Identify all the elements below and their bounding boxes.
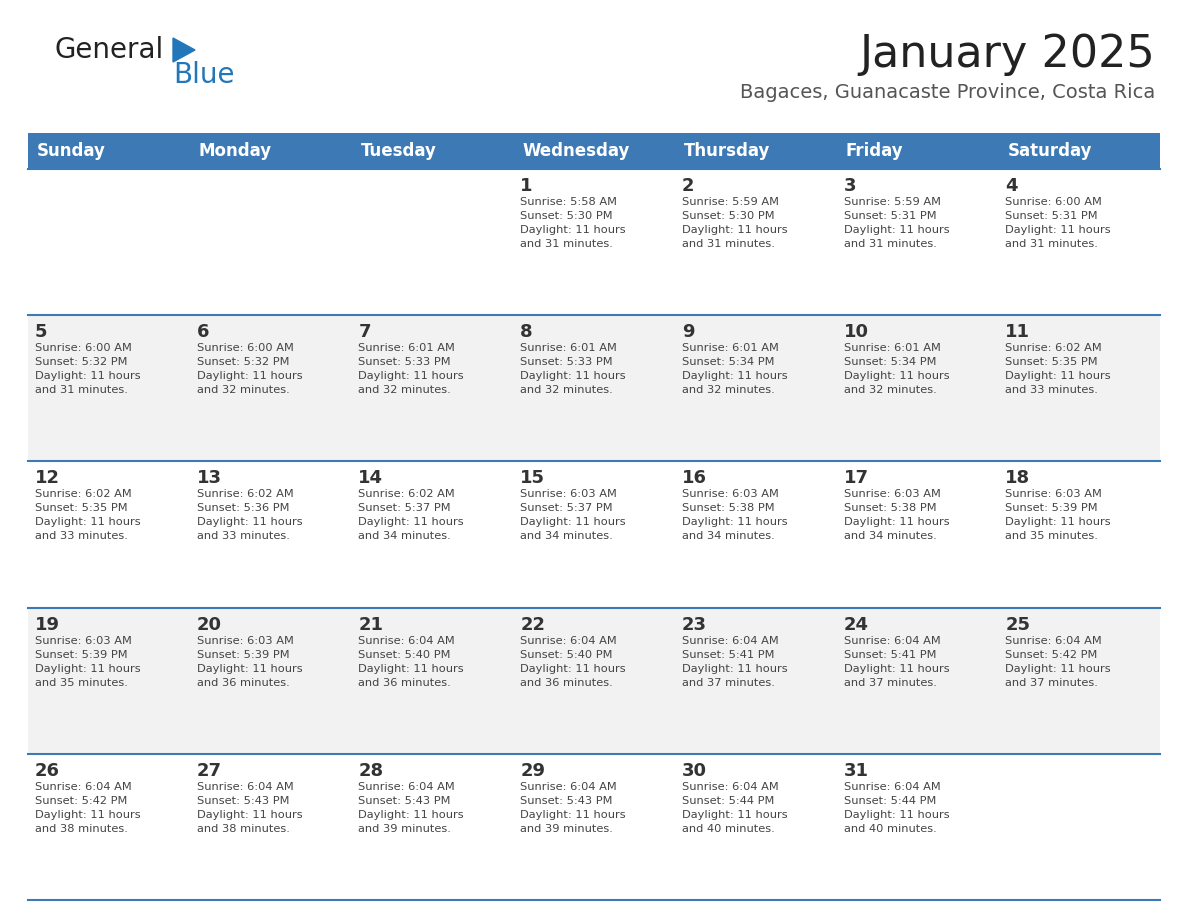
Text: Thursday: Thursday [684,142,770,160]
Text: Saturday: Saturday [1007,142,1092,160]
Text: 11: 11 [1005,323,1030,341]
Text: Tuesday: Tuesday [360,142,436,160]
Text: 8: 8 [520,323,532,341]
Text: Monday: Monday [198,142,272,160]
Text: Sunrise: 6:03 AM
Sunset: 5:38 PM
Daylight: 11 hours
and 34 minutes.: Sunrise: 6:03 AM Sunset: 5:38 PM Dayligh… [843,489,949,542]
Text: 5: 5 [34,323,48,341]
Text: January 2025: January 2025 [859,33,1155,76]
Text: 26: 26 [34,762,61,779]
Text: Sunrise: 6:02 AM
Sunset: 5:35 PM
Daylight: 11 hours
and 33 minutes.: Sunrise: 6:02 AM Sunset: 5:35 PM Dayligh… [34,489,140,542]
Bar [29,608,1159,754]
Text: 28: 28 [359,762,384,779]
Text: Blue: Blue [173,61,234,89]
Text: Sunrise: 6:04 AM
Sunset: 5:41 PM
Daylight: 11 hours
and 37 minutes.: Sunrise: 6:04 AM Sunset: 5:41 PM Dayligh… [682,635,788,688]
Bar [29,754,1159,900]
Bar [29,133,1159,169]
Text: General: General [55,36,164,64]
Text: Sunrise: 6:03 AM
Sunset: 5:37 PM
Daylight: 11 hours
and 34 minutes.: Sunrise: 6:03 AM Sunset: 5:37 PM Dayligh… [520,489,626,542]
Text: Sunrise: 6:03 AM
Sunset: 5:39 PM
Daylight: 11 hours
and 35 minutes.: Sunrise: 6:03 AM Sunset: 5:39 PM Dayligh… [34,635,140,688]
Text: 22: 22 [520,616,545,633]
Bar [29,169,1159,315]
Text: 4: 4 [1005,177,1018,195]
Text: 14: 14 [359,469,384,487]
Text: Sunrise: 6:02 AM
Sunset: 5:35 PM
Daylight: 11 hours
and 33 minutes.: Sunrise: 6:02 AM Sunset: 5:35 PM Dayligh… [1005,343,1111,396]
Text: Bagaces, Guanacaste Province, Costa Rica: Bagaces, Guanacaste Province, Costa Rica [740,83,1155,102]
Text: Sunrise: 6:03 AM
Sunset: 5:39 PM
Daylight: 11 hours
and 36 minutes.: Sunrise: 6:03 AM Sunset: 5:39 PM Dayligh… [197,635,302,688]
Text: 18: 18 [1005,469,1030,487]
Text: Sunday: Sunday [37,142,106,160]
Text: 24: 24 [843,616,868,633]
Text: 20: 20 [197,616,222,633]
Text: Sunrise: 6:03 AM
Sunset: 5:38 PM
Daylight: 11 hours
and 34 minutes.: Sunrise: 6:03 AM Sunset: 5:38 PM Dayligh… [682,489,788,542]
Text: Sunrise: 6:04 AM
Sunset: 5:42 PM
Daylight: 11 hours
and 37 minutes.: Sunrise: 6:04 AM Sunset: 5:42 PM Dayligh… [1005,635,1111,688]
Text: Sunrise: 6:01 AM
Sunset: 5:33 PM
Daylight: 11 hours
and 32 minutes.: Sunrise: 6:01 AM Sunset: 5:33 PM Dayligh… [520,343,626,396]
Text: 9: 9 [682,323,694,341]
Text: Sunrise: 5:59 AM
Sunset: 5:31 PM
Daylight: 11 hours
and 31 minutes.: Sunrise: 5:59 AM Sunset: 5:31 PM Dayligh… [843,197,949,249]
Text: 6: 6 [197,323,209,341]
Text: Sunrise: 6:01 AM
Sunset: 5:33 PM
Daylight: 11 hours
and 32 minutes.: Sunrise: 6:01 AM Sunset: 5:33 PM Dayligh… [359,343,465,396]
Text: 2: 2 [682,177,694,195]
Text: Sunrise: 6:02 AM
Sunset: 5:37 PM
Daylight: 11 hours
and 34 minutes.: Sunrise: 6:02 AM Sunset: 5:37 PM Dayligh… [359,489,465,542]
Text: Sunrise: 6:04 AM
Sunset: 5:43 PM
Daylight: 11 hours
and 39 minutes.: Sunrise: 6:04 AM Sunset: 5:43 PM Dayligh… [359,782,465,834]
Text: Sunrise: 6:04 AM
Sunset: 5:40 PM
Daylight: 11 hours
and 36 minutes.: Sunrise: 6:04 AM Sunset: 5:40 PM Dayligh… [520,635,626,688]
Text: 27: 27 [197,762,222,779]
Text: Sunrise: 6:00 AM
Sunset: 5:32 PM
Daylight: 11 hours
and 32 minutes.: Sunrise: 6:00 AM Sunset: 5:32 PM Dayligh… [197,343,302,396]
Text: 16: 16 [682,469,707,487]
Text: 19: 19 [34,616,61,633]
Text: Sunrise: 6:04 AM
Sunset: 5:43 PM
Daylight: 11 hours
and 39 minutes.: Sunrise: 6:04 AM Sunset: 5:43 PM Dayligh… [520,782,626,834]
Text: Sunrise: 6:01 AM
Sunset: 5:34 PM
Daylight: 11 hours
and 32 minutes.: Sunrise: 6:01 AM Sunset: 5:34 PM Dayligh… [682,343,788,396]
Text: Friday: Friday [846,142,903,160]
Text: Sunrise: 6:04 AM
Sunset: 5:43 PM
Daylight: 11 hours
and 38 minutes.: Sunrise: 6:04 AM Sunset: 5:43 PM Dayligh… [197,782,302,834]
Text: Sunrise: 6:04 AM
Sunset: 5:42 PM
Daylight: 11 hours
and 38 minutes.: Sunrise: 6:04 AM Sunset: 5:42 PM Dayligh… [34,782,140,834]
Text: 25: 25 [1005,616,1030,633]
Text: 23: 23 [682,616,707,633]
Text: Sunrise: 6:04 AM
Sunset: 5:41 PM
Daylight: 11 hours
and 37 minutes.: Sunrise: 6:04 AM Sunset: 5:41 PM Dayligh… [843,635,949,688]
Text: Sunrise: 6:03 AM
Sunset: 5:39 PM
Daylight: 11 hours
and 35 minutes.: Sunrise: 6:03 AM Sunset: 5:39 PM Dayligh… [1005,489,1111,542]
Text: 12: 12 [34,469,61,487]
Text: Sunrise: 6:00 AM
Sunset: 5:31 PM
Daylight: 11 hours
and 31 minutes.: Sunrise: 6:00 AM Sunset: 5:31 PM Dayligh… [1005,197,1111,249]
Text: Sunrise: 6:04 AM
Sunset: 5:44 PM
Daylight: 11 hours
and 40 minutes.: Sunrise: 6:04 AM Sunset: 5:44 PM Dayligh… [682,782,788,834]
Text: 13: 13 [197,469,222,487]
Polygon shape [173,38,195,62]
Bar [29,315,1159,462]
Text: Sunrise: 5:58 AM
Sunset: 5:30 PM
Daylight: 11 hours
and 31 minutes.: Sunrise: 5:58 AM Sunset: 5:30 PM Dayligh… [520,197,626,249]
Text: Sunrise: 6:04 AM
Sunset: 5:44 PM
Daylight: 11 hours
and 40 minutes.: Sunrise: 6:04 AM Sunset: 5:44 PM Dayligh… [843,782,949,834]
Bar [29,462,1159,608]
Text: 29: 29 [520,762,545,779]
Text: 21: 21 [359,616,384,633]
Text: Sunrise: 6:01 AM
Sunset: 5:34 PM
Daylight: 11 hours
and 32 minutes.: Sunrise: 6:01 AM Sunset: 5:34 PM Dayligh… [843,343,949,396]
Text: Sunrise: 6:02 AM
Sunset: 5:36 PM
Daylight: 11 hours
and 33 minutes.: Sunrise: 6:02 AM Sunset: 5:36 PM Dayligh… [197,489,302,542]
Text: 10: 10 [843,323,868,341]
Text: 31: 31 [843,762,868,779]
Text: Sunrise: 5:59 AM
Sunset: 5:30 PM
Daylight: 11 hours
and 31 minutes.: Sunrise: 5:59 AM Sunset: 5:30 PM Dayligh… [682,197,788,249]
Text: Wednesday: Wednesday [523,142,630,160]
Text: 1: 1 [520,177,532,195]
Text: Sunrise: 6:00 AM
Sunset: 5:32 PM
Daylight: 11 hours
and 31 minutes.: Sunrise: 6:00 AM Sunset: 5:32 PM Dayligh… [34,343,140,396]
Text: 30: 30 [682,762,707,779]
Text: 17: 17 [843,469,868,487]
Text: 15: 15 [520,469,545,487]
Text: 7: 7 [359,323,371,341]
Text: 3: 3 [843,177,857,195]
Text: Sunrise: 6:04 AM
Sunset: 5:40 PM
Daylight: 11 hours
and 36 minutes.: Sunrise: 6:04 AM Sunset: 5:40 PM Dayligh… [359,635,465,688]
